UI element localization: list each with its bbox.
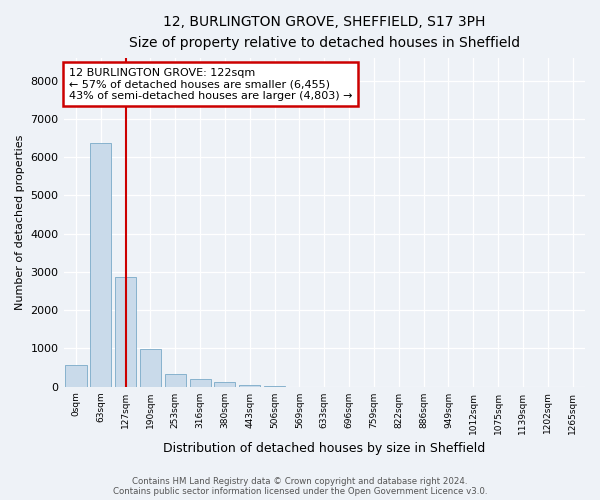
Text: 12 BURLINGTON GROVE: 122sqm
← 57% of detached houses are smaller (6,455)
43% of : 12 BURLINGTON GROVE: 122sqm ← 57% of det… <box>69 68 352 101</box>
Bar <box>165 374 186 386</box>
Title: 12, BURLINGTON GROVE, SHEFFIELD, S17 3PH
Size of property relative to detached h: 12, BURLINGTON GROVE, SHEFFIELD, S17 3PH… <box>129 15 520 50</box>
Text: Contains public sector information licensed under the Open Government Licence v3: Contains public sector information licen… <box>113 487 487 496</box>
Bar <box>115 276 136 386</box>
Bar <box>65 366 86 386</box>
Bar <box>190 380 211 386</box>
Text: Contains HM Land Registry data © Crown copyright and database right 2024.: Contains HM Land Registry data © Crown c… <box>132 477 468 486</box>
Bar <box>214 382 235 386</box>
X-axis label: Distribution of detached houses by size in Sheffield: Distribution of detached houses by size … <box>163 442 485 455</box>
Y-axis label: Number of detached properties: Number of detached properties <box>15 134 25 310</box>
Bar <box>239 385 260 386</box>
Bar <box>140 349 161 387</box>
Bar <box>90 142 112 386</box>
